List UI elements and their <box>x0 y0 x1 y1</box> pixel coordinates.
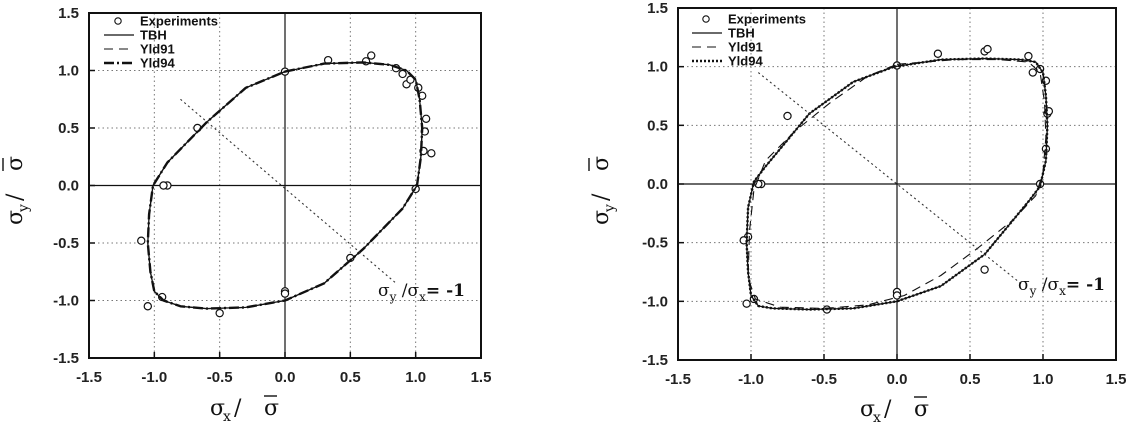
legend-label: Yld91 <box>140 42 175 57</box>
tick-label-y: 0.0 <box>647 176 668 193</box>
tick-label-y: 1.5 <box>647 0 668 17</box>
tick-label-x: -1.5 <box>665 371 691 388</box>
tick-label-x: 0.5 <box>960 371 981 388</box>
experiment-point <box>421 114 431 124</box>
legend-label: Experiments <box>140 14 218 29</box>
y-axis-label-over: σ <box>3 156 28 171</box>
tick-label-x: 0.0 <box>887 371 908 388</box>
tick-label-y: 0.0 <box>58 178 79 195</box>
legend-label: TBH <box>140 28 167 43</box>
experiment-point <box>983 44 992 54</box>
tick-label-y: 1.0 <box>647 59 668 76</box>
tick-label-y: -0.5 <box>53 235 79 252</box>
y-axis-label-over: σ <box>589 156 614 171</box>
x-axis-label-main: σ <box>210 396 225 421</box>
x-axis-label-sep: / <box>884 397 892 422</box>
tick-label-y: 1.0 <box>58 63 79 80</box>
tick-label-y: -1.0 <box>53 293 79 310</box>
experiment-point <box>367 51 376 60</box>
chart-right: -1.5 -1.0 -0.5 0.0 0.5 1.0 1.5 -1.5 -1.0 -0.5 0.0 0… <box>588 0 1127 426</box>
tick-label-y: -1.5 <box>642 352 668 369</box>
x-axis-label-sep: / <box>234 396 242 421</box>
tick-label-x: -0.5 <box>207 369 233 386</box>
tick-label-y: 1.5 <box>58 5 79 22</box>
tick-label-y: -1.0 <box>642 293 668 310</box>
y-axis-label-sub: y <box>602 204 618 213</box>
series-line-yld94 <box>146 61 424 310</box>
tick-label-x: 1.0 <box>405 369 426 386</box>
legend-marker <box>114 17 122 25</box>
tick-label-x: -1.5 <box>76 369 102 386</box>
y-axis-label: σy / σ <box>2 156 32 225</box>
tick-label-x: -0.5 <box>811 371 837 388</box>
x-axis-label-main: σ <box>860 397 875 422</box>
tick-label-x: 1.0 <box>1033 371 1054 388</box>
x-axis-label: σx / σ <box>860 396 929 426</box>
legend-label: Experiments <box>728 12 806 27</box>
x-axis-label: σx / σ <box>210 395 279 425</box>
experiment-point <box>215 308 224 318</box>
ratio-line <box>757 72 1022 285</box>
y-axis-label-sub: y <box>16 204 32 213</box>
legend-label: TBH <box>728 26 755 41</box>
legend-marker <box>702 15 710 23</box>
tick-label-y: -0.5 <box>642 235 668 252</box>
experiment-point <box>398 69 407 79</box>
tick-label-y: -1.5 <box>53 350 79 367</box>
experiment-point <box>137 236 146 245</box>
experiment-point <box>143 302 152 311</box>
tick-label-y: 0.5 <box>58 120 79 137</box>
x-axis-label-over: σ <box>914 397 929 422</box>
legend-label: Yld91 <box>728 40 763 55</box>
tick-label-x: 0.5 <box>340 369 361 386</box>
y-axis-label-sep: / <box>589 193 614 201</box>
x-axis-label-sub: x <box>223 409 231 425</box>
series-line-yld91 <box>747 59 1047 309</box>
experiment-point <box>427 149 436 158</box>
y-axis-label: σy / σ <box>588 156 618 225</box>
experiment-point <box>783 111 792 121</box>
x-axis-label-over: σ <box>264 396 279 421</box>
ratio-annotation: σy /σx= -1 <box>1018 275 1105 298</box>
tick-label-x: -1.0 <box>141 369 167 386</box>
experiment-point <box>1028 68 1037 77</box>
tick-label-x: -1.0 <box>738 371 764 388</box>
y-axis-label-main: σ <box>589 210 614 225</box>
tick-label-x: 1.5 <box>471 369 492 386</box>
experiment-point <box>933 49 943 58</box>
tick-label-y: 0.5 <box>647 117 668 134</box>
x-axis-label-sub: x <box>873 410 881 426</box>
experiment-point <box>1024 51 1033 61</box>
chart-left: -1.5 -1.0 -0.5 0.0 0.5 1.0 1.5 -1.5 -1.0 -0.5 0.0 0… <box>2 5 492 425</box>
experiment-point <box>280 289 290 298</box>
ratio-line <box>180 98 397 284</box>
experiment-point <box>892 291 902 300</box>
tick-label-x: 1.5 <box>1106 371 1127 388</box>
tick-label-x: 0.0 <box>275 369 296 386</box>
experiment-point <box>980 265 989 274</box>
experiment-point <box>742 299 751 308</box>
y-axis-label-main: σ <box>3 210 28 225</box>
series-line-yld94 <box>745 57 1049 311</box>
experiment-point <box>159 181 168 190</box>
legend-label: Yld94 <box>140 56 175 71</box>
ratio-annotation: σy /σx= -1 <box>378 281 465 304</box>
legend-label: Yld94 <box>728 54 763 69</box>
y-axis-label-sep: / <box>3 193 28 201</box>
